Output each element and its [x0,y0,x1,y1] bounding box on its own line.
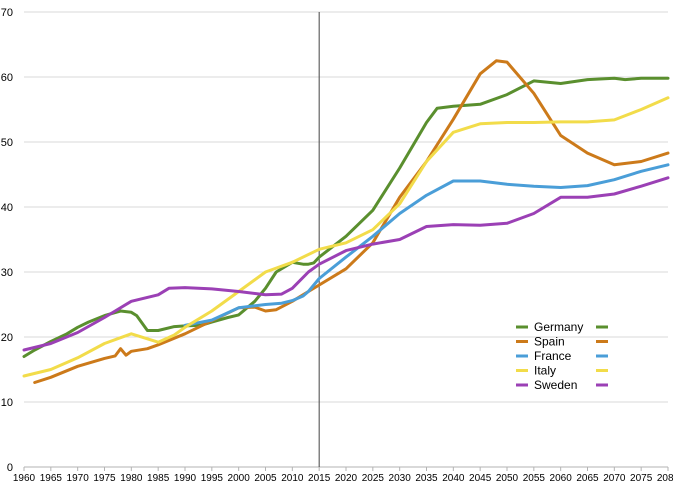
x-tick-label: 1985 [147,473,170,484]
x-tick-label: 2010 [281,473,304,484]
y-tick-label: 10 [1,397,13,409]
x-tick-label: 2040 [442,473,465,484]
x-tick-label: 2080 [657,473,673,484]
x-tick-label: 2000 [228,473,251,484]
x-tick-label: 1965 [40,473,63,484]
x-tick-label: 1970 [67,473,90,484]
x-tick-label: 2030 [389,473,412,484]
x-tick-label: 2015 [308,473,331,484]
x-tick-label: 2065 [576,473,599,484]
x-tick-label: 1995 [201,473,224,484]
x-tick-label: 1980 [120,473,143,484]
x-tick-label: 1960 [13,473,36,484]
series-lines [22,59,670,384]
x-tick-label: 2035 [415,473,438,484]
y-tick-label: 20 [1,332,13,344]
series-line-sweden [22,176,670,352]
series-line-germany [22,76,670,358]
legend-label-france: France [534,349,572,363]
y-tick-label: 70 [1,7,13,19]
legend-label-germany: Germany [534,320,583,334]
x-tick-label: 2025 [362,473,385,484]
x-tick-label: 1990 [174,473,197,484]
legend-label-spain: Spain [534,335,565,349]
legend-label-italy: Italy [534,364,556,378]
x-tick-label: 2060 [550,473,573,484]
gridlines [24,11,668,403]
x-tick-label: 2050 [496,473,519,484]
x-tick-label: 2020 [335,473,358,484]
x-tick-label: 2045 [469,473,492,484]
y-tick-label: 60 [1,72,13,84]
series-line-france [183,163,670,327]
x-tick-label: 2075 [630,473,653,484]
x-tick-label: 2055 [523,473,546,484]
x-tick-label: 1975 [93,473,116,484]
series-line-italy [22,96,670,378]
y-tick-label: 30 [1,267,13,279]
x-tick-label: 2005 [254,473,277,484]
legend-label-sweden: Sweden [534,378,577,392]
y-tick-label: 50 [1,137,13,149]
y-tick-label: 40 [1,202,13,214]
x-tick-label: 2070 [603,473,626,484]
y-tick-label: 0 [7,462,13,474]
